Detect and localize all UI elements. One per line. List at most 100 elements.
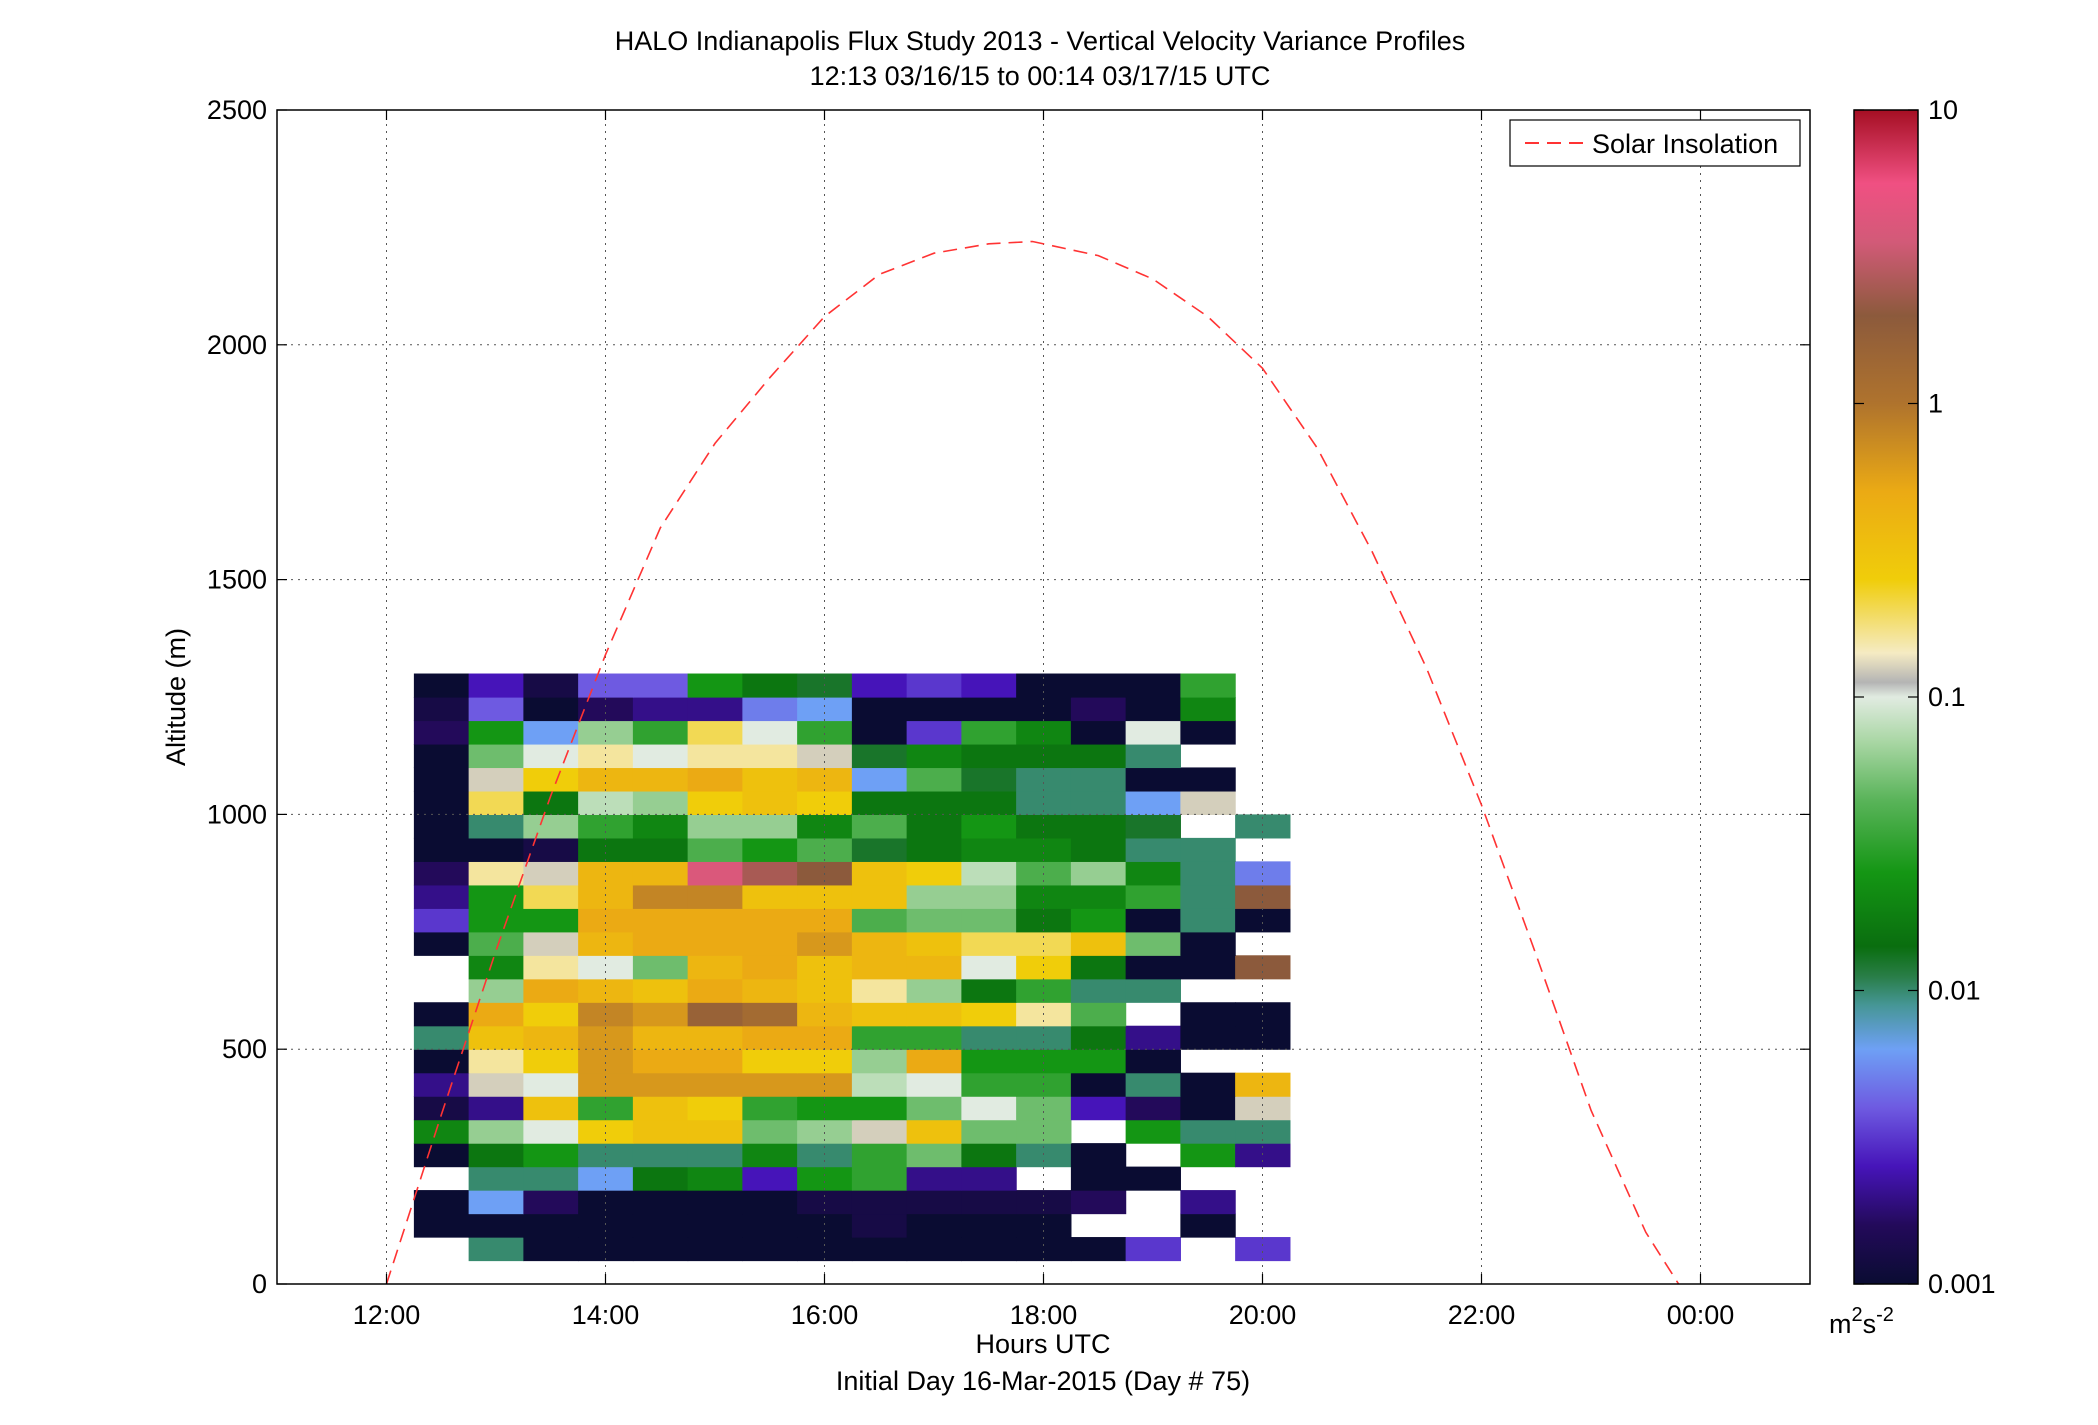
heatmap-cell [1235,908,1291,933]
heatmap-cell [742,955,798,980]
heatmap-cell [1125,908,1181,933]
heatmap-cell [468,1143,524,1168]
heatmap-cell [1070,1190,1127,1215]
colorbar-gradient [1854,110,1918,1284]
heatmap-cell [523,861,579,886]
axis-ticks: 12:00 14:00 16:00 18:00 20:00 22:00 00:00 0 500 1… [207,95,1810,1330]
heatmap-cell [578,908,634,933]
heatmap-cell [906,1049,962,1074]
chart-subtitle: 12:13 03/16/15 to 00:14 03/17/15 UTC [810,61,1271,91]
heatmap-cell [687,978,743,1003]
heatmap-cell [687,908,743,933]
heatmap-cell [1180,837,1236,862]
heatmap-cell [413,720,470,745]
heatmap-cell [742,1237,798,1262]
x-tick-label: 12:00 [353,1300,421,1330]
heatmap-cell [851,743,908,769]
heatmap-cell [687,1237,743,1262]
heatmap-cell [687,884,743,909]
heatmap-cell [851,1002,908,1027]
x-tick-label: 14:00 [572,1300,640,1330]
heatmap-cell [1180,767,1236,792]
heatmap-cells [413,673,1291,1262]
heatmap-cell [468,814,524,839]
heatmap-cell [468,1119,524,1144]
heatmap-cell [961,837,1017,862]
heatmap-cell [413,1049,470,1074]
heatmap-cell [1070,697,1127,722]
heatmap-cell [523,673,579,698]
heatmap-cell [742,697,798,722]
heatmap-cell [523,1072,579,1097]
heatmap-cell [742,1166,798,1191]
heatmap-cell [1125,697,1181,722]
heatmap-cell [578,837,634,862]
heatmap-cell [742,1072,798,1097]
heatmap-cell [851,1049,908,1074]
heatmap-cell [906,1119,962,1144]
heatmap-cell [742,931,798,956]
heatmap-cell [1070,1237,1127,1262]
heatmap-cell [906,931,962,956]
heatmap-cell [523,1213,579,1238]
heatmap-cell [1235,1237,1291,1262]
heatmap-cell [1070,884,1127,909]
heatmap-cell [578,978,634,1003]
heatmap-cell [906,790,962,815]
heatmap-cell [523,697,579,722]
heatmap-cell [687,1096,743,1121]
heatmap-cell [1180,1213,1236,1238]
heatmap-cell [906,955,962,980]
heatmap-cell [1016,908,1072,933]
heatmap-cell [413,931,470,956]
heatmap-cell [906,978,962,1003]
heatmap-cell [687,1190,743,1215]
heatmap-cell [961,720,1017,745]
heatmap-cell [961,931,1017,956]
heatmap-cell [413,1025,470,1050]
heatmap-cell [1235,1096,1291,1121]
heatmap-cell [687,837,743,862]
heatmap-cell [961,767,1017,792]
heatmap-cell [413,884,470,909]
heatmap-cell [797,1025,853,1050]
heatmap-cell [468,861,524,886]
heatmap-cell [413,767,470,792]
heatmap-cell [1180,861,1236,886]
heatmap-cell [1235,955,1291,980]
heatmap-cell [1070,767,1127,792]
heatmap-cell [632,814,689,839]
heatmap-cell [632,1025,689,1050]
heatmap-cell [1235,1025,1291,1050]
heatmap-cell [851,1166,908,1191]
heatmap-cell [1070,837,1127,862]
heatmap-cell [906,767,962,792]
heatmap-cell [413,1119,470,1144]
heatmap-cell [1016,837,1072,862]
heatmap-cell [1125,1049,1181,1074]
legend-label-solar-insolation: Solar Insolation [1592,129,1778,159]
heatmap-cell [742,837,798,862]
heatmap-cell [1070,1025,1127,1050]
y-tick-label: 2500 [207,95,267,125]
heatmap-cell [742,743,798,769]
heatmap-cell [413,790,470,815]
heatmap-cell [961,790,1017,815]
y-tick-label: 1000 [207,799,267,829]
heatmap-cell [961,955,1017,980]
heatmap-cell [742,1213,798,1238]
heatmap-cell [1180,1143,1236,1168]
heatmap-cell [632,767,689,792]
heatmap-cell [1180,673,1236,698]
heatmap-cell [1125,1025,1181,1050]
heatmap-cell [632,931,689,956]
heatmap-cell [961,673,1017,698]
heatmap-cell [413,908,470,933]
heatmap-cell [687,1166,743,1191]
heatmap-cell [578,697,634,722]
heatmap-cell [1180,1025,1236,1050]
heatmap-cell [851,884,908,909]
heatmap-cell [742,861,798,886]
heatmap-cell [1016,1096,1072,1121]
